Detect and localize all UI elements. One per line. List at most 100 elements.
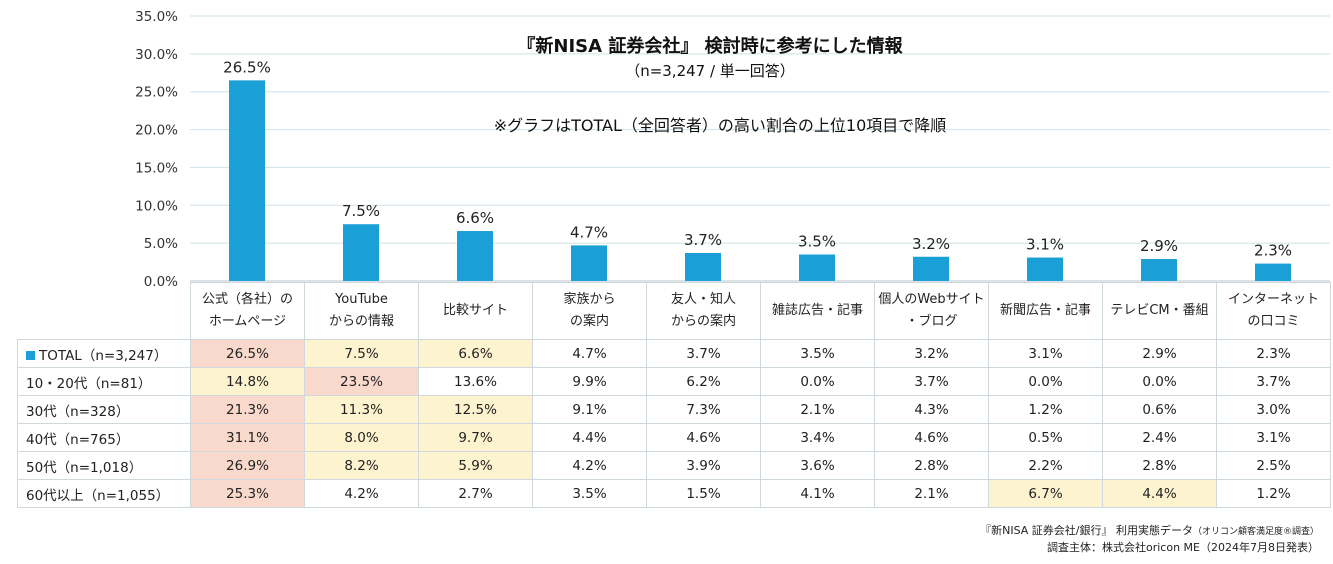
table-row: 40代（n=765） 31.1% 8.0% 9.7% 4.4% 4.6% 3.4% 4.6% 0… xyxy=(17,423,1331,452)
table-cell: 2.9% xyxy=(1102,339,1217,368)
data-label: 3.2% xyxy=(912,235,950,253)
bar xyxy=(571,245,607,281)
data-label: 3.5% xyxy=(798,233,836,251)
table-cell: 4.1% xyxy=(760,479,875,508)
footer-source-note: （オリコン顧客満足度®調査） xyxy=(1192,527,1319,537)
table-cell: 2.5% xyxy=(1216,451,1331,480)
table-cell: 4.3% xyxy=(874,395,989,424)
table-cell: 9.1% xyxy=(532,395,647,424)
table-row: 30代（n=328） 21.3% 11.3% 12.5% 9.1% 7.3% 2.1% 4.3… xyxy=(17,395,1331,424)
table-cell: 26.5% xyxy=(190,339,305,368)
y-tick-label: 10.0% xyxy=(135,198,178,214)
table-cell: 4.4% xyxy=(532,423,647,452)
row-label: 10・20代（n=81） xyxy=(17,367,191,396)
table-cell: 3.2% xyxy=(874,339,989,368)
table-cell: 21.3% xyxy=(190,395,305,424)
row-label: 50代（n=1,018） xyxy=(17,451,191,480)
bar xyxy=(913,256,949,281)
row-label: 40代（n=765） xyxy=(17,423,191,452)
chart-note: ※グラフはTOTAL（全回答者）の高い割合の上位10項目で降順 xyxy=(493,116,947,135)
data-label: 2.3% xyxy=(1254,242,1292,260)
row-label-text: 10・20代（n=81） xyxy=(26,375,152,392)
footer-source: 『新NISA 証券会社/銀行』 利用実態データ xyxy=(980,524,1193,537)
column-header-line: 友人・知人 xyxy=(670,292,736,307)
table-cell: 9.9% xyxy=(532,367,647,396)
data-label: 26.5% xyxy=(223,58,271,76)
table-cell: 7.5% xyxy=(304,339,419,368)
y-tick-label: 5.0% xyxy=(144,236,178,252)
column-header-line: テレビCM・番組 xyxy=(1110,303,1209,318)
table-cell: 3.9% xyxy=(646,451,761,480)
column-header-line: 新聞広告・記事 xyxy=(999,303,1091,318)
row-label-text: 50代（n=1,018） xyxy=(26,459,143,476)
table-cell: 1.5% xyxy=(646,479,761,508)
column-header-line: からの案内 xyxy=(670,314,736,329)
table-cell: 2.7% xyxy=(418,479,533,508)
table-cell: 1.2% xyxy=(988,395,1103,424)
row-label-text: 30代（n=328） xyxy=(26,403,130,420)
bar xyxy=(1141,259,1177,281)
column-header: 友人・知人からの案内 xyxy=(646,282,761,340)
table-cell: 23.5% xyxy=(304,367,419,396)
data-table: 公式（各社）の ホームページ YouTube からの情報 比較サイト 家族から の案内 友人・… xyxy=(17,282,1331,508)
table-cell: 0.0% xyxy=(760,367,875,396)
table-cell: 3.7% xyxy=(1216,367,1331,396)
table-cell: 2.4% xyxy=(1102,423,1217,452)
table-cell: 8.0% xyxy=(304,423,419,452)
table-cell: 2.1% xyxy=(760,395,875,424)
table-corner xyxy=(17,282,191,340)
table-cell: 26.9% xyxy=(190,451,305,480)
column-header-line: の口コミ xyxy=(1247,314,1300,329)
row-label-text: 60代以上（n=1,055） xyxy=(26,487,170,504)
column-header-line: からの情報 xyxy=(328,314,394,329)
data-label: 2.9% xyxy=(1140,237,1178,255)
table-cell: 3.1% xyxy=(988,339,1103,368)
row-label: 60代以上（n=1,055） xyxy=(17,479,191,508)
bar xyxy=(343,224,379,281)
column-header-line: 個人のWebサイト xyxy=(878,292,985,307)
table-cell: 4.2% xyxy=(304,479,419,508)
table-row: 60代以上（n=1,055） 25.3% 4.2% 2.7% 3.5% 1.5% 4.1% 2… xyxy=(17,479,1331,508)
table-cell: 6.6% xyxy=(418,339,533,368)
bar xyxy=(1255,263,1291,281)
table-cell: 9.7% xyxy=(418,423,533,452)
table-cell: 3.0% xyxy=(1216,395,1331,424)
table-cell: 2.8% xyxy=(1102,451,1217,480)
table-row: 50代（n=1,018） 26.9% 8.2% 5.9% 4.2% 3.9% 3.6% 2.8… xyxy=(17,451,1331,480)
table-cell: 6.2% xyxy=(646,367,761,396)
legend-swatch xyxy=(26,350,35,360)
table-row: 10・20代（n=81） 14.8% 23.5% 13.6% 9.9% 6.2% 0.0% 3… xyxy=(17,367,1331,396)
column-header-line: 比較サイト xyxy=(442,303,508,318)
bar-chart: 0.0%5.0%10.0%15.0%20.0%25.0%30.0%35.0%26… xyxy=(135,9,1330,290)
column-header-line: 家族から xyxy=(563,292,616,307)
row-label: TOTAL（n=3,247） xyxy=(17,339,191,368)
data-label: 7.5% xyxy=(342,202,380,220)
table-cell: 0.6% xyxy=(1102,395,1217,424)
table-row: TOTAL（n=3,247） 26.5% 7.5% 6.6% 4.7% 3.7% 3.5% 3… xyxy=(17,339,1331,368)
y-tick-label: 15.0% xyxy=(135,160,178,176)
table-cell: 5.9% xyxy=(418,451,533,480)
column-header-line: YouTube xyxy=(335,292,388,307)
chart-subtitle: （n=3,247 / 単一回答） xyxy=(625,62,795,80)
column-header: インターネット の口コミ xyxy=(1216,282,1331,340)
column-header-line: 雑誌広告・記事 xyxy=(771,303,863,318)
table-cell: 4.6% xyxy=(874,423,989,452)
bar xyxy=(457,231,493,281)
column-header: 公式（各社）の ホームページ xyxy=(190,282,305,340)
table-cell: 6.7% xyxy=(988,479,1103,508)
data-label: 6.6% xyxy=(456,209,494,227)
table-cell: 4.2% xyxy=(532,451,647,480)
bar xyxy=(229,80,265,281)
table-cell: 11.3% xyxy=(304,395,419,424)
table-cell: 3.5% xyxy=(532,479,647,508)
column-header: 比較サイト xyxy=(418,282,533,340)
column-header-line: ・ブログ xyxy=(905,314,958,329)
table-cell: 3.6% xyxy=(760,451,875,480)
source-footer: 『新NISA 証券会社/銀行』 利用実態データ（オリコン顧客満足度®調査） 調査… xyxy=(980,523,1319,556)
table-cell: 4.4% xyxy=(1102,479,1217,508)
column-header-line: インターネット xyxy=(1227,292,1319,307)
table-cell: 3.7% xyxy=(646,339,761,368)
column-header: 新聞広告・記事 xyxy=(988,282,1103,340)
table-cell: 1.2% xyxy=(1216,479,1331,508)
column-header: 個人のWebサイト ・ブログ xyxy=(874,282,989,340)
